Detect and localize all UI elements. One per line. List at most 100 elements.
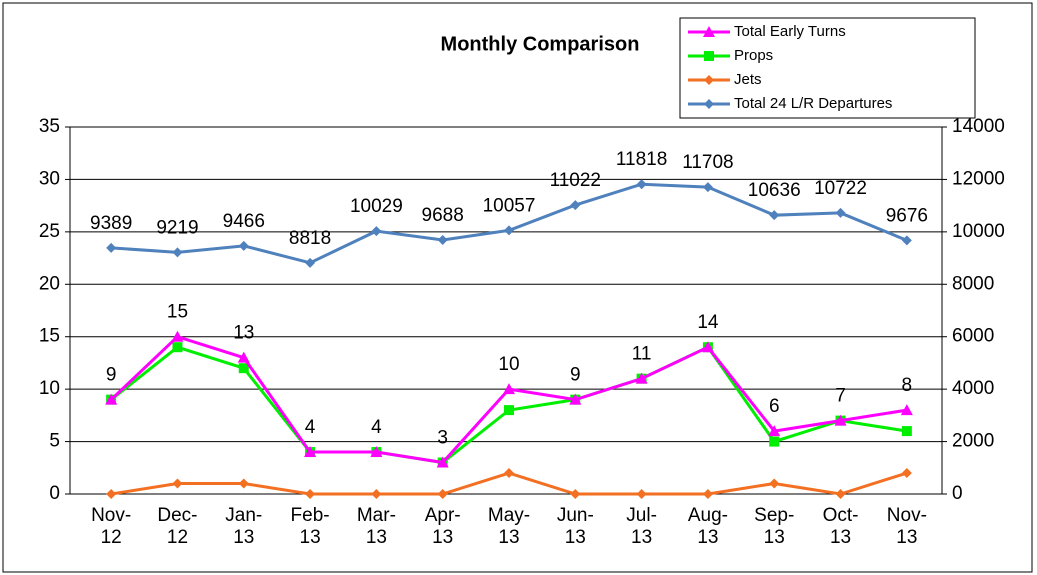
point	[238, 478, 249, 489]
y2-tick-label: 0	[952, 483, 963, 504]
point	[702, 182, 713, 193]
data-label: 4	[305, 417, 316, 438]
point	[106, 489, 117, 499]
point	[704, 51, 714, 61]
y-tick-label: 30	[39, 168, 60, 189]
point	[570, 200, 581, 211]
point	[834, 414, 847, 426]
x-tick-label: Nov-12	[91, 505, 131, 548]
data-label: 13	[233, 323, 254, 344]
point	[106, 242, 117, 253]
x-tick-label: Mar-13	[357, 505, 396, 548]
data-label: 9	[570, 365, 581, 386]
point	[636, 179, 647, 190]
point	[569, 393, 582, 405]
data-label: 9688	[422, 205, 464, 226]
point	[238, 240, 249, 251]
point	[835, 489, 846, 499]
point	[503, 383, 515, 395]
point	[304, 446, 317, 458]
point	[172, 342, 183, 353]
data-label: 15	[167, 302, 188, 323]
data-label: 14	[697, 312, 719, 333]
point	[437, 235, 448, 246]
data-label: 7	[835, 386, 846, 407]
y-tick-label: 5	[49, 431, 60, 452]
y2-tick-label: 2000	[952, 431, 994, 452]
data-label: 9676	[886, 205, 928, 226]
point	[636, 489, 647, 499]
point	[635, 372, 648, 384]
point	[237, 351, 250, 363]
y2-tick-label: 12000	[952, 168, 1005, 189]
point	[370, 446, 383, 458]
x-tick-label: Sep-13	[754, 505, 794, 548]
point	[171, 330, 184, 342]
point	[371, 489, 382, 499]
point	[901, 235, 912, 246]
point	[238, 363, 249, 374]
x-tick-label: Jul-13	[626, 505, 657, 548]
point	[835, 207, 846, 218]
y-tick-label: 10	[39, 378, 60, 399]
point	[769, 478, 780, 489]
x-tick-label: Aug-13	[688, 505, 728, 548]
legend-label: Total 24 L/R Departures	[734, 95, 892, 112]
point	[768, 425, 781, 437]
data-label: 10029	[350, 196, 403, 217]
point	[703, 26, 715, 37]
point	[436, 456, 449, 468]
point	[702, 489, 713, 499]
point	[570, 489, 581, 499]
legend-label: Total Early Turns	[734, 23, 846, 40]
point	[704, 99, 714, 109]
data-label: 9389	[90, 213, 132, 234]
data-label: 8	[902, 375, 913, 396]
y2-tick-label: 4000	[952, 378, 994, 399]
y-tick-label: 35	[39, 116, 60, 137]
point	[504, 468, 514, 479]
y2-tick-label: 8000	[952, 273, 994, 294]
point	[172, 478, 183, 489]
point	[371, 226, 382, 237]
y-tick-label: 20	[39, 273, 60, 294]
point	[172, 247, 183, 258]
point	[504, 225, 514, 236]
point	[901, 468, 912, 479]
y2-tick-label: 10000	[952, 221, 1005, 242]
y2-tick-label: 6000	[952, 326, 994, 347]
x-tick-label: Apr-13	[425, 505, 461, 548]
y-tick-label: 0	[49, 483, 60, 504]
point	[901, 426, 912, 437]
legend	[679, 17, 976, 119]
x-tick-label: May-13	[488, 505, 530, 548]
legend-label: Jets	[734, 71, 762, 88]
data-label: 11022	[550, 170, 601, 191]
data-label: 9	[106, 365, 117, 386]
point	[437, 489, 448, 499]
point	[305, 489, 316, 499]
x-tick-label: Nov-13	[887, 505, 927, 548]
legend-label: Props	[734, 47, 773, 64]
point	[704, 75, 714, 85]
data-label: 3	[437, 428, 448, 449]
data-label: 10636	[748, 180, 801, 201]
data-label: 10722	[814, 178, 867, 199]
x-tick-label: Oct-13	[823, 505, 859, 548]
y2-tick-label: 14000	[952, 116, 1005, 137]
data-label: 6	[769, 396, 780, 417]
data-label: 10057	[483, 195, 536, 216]
data-label: 8818	[289, 228, 331, 249]
point	[305, 257, 316, 268]
point	[900, 404, 913, 416]
chart-title: Monthly Comparison	[441, 33, 640, 55]
x-tick-label: Jun-13	[557, 505, 594, 548]
data-label: 11	[632, 344, 652, 365]
point	[769, 210, 780, 221]
point	[105, 393, 118, 405]
data-label: 10	[498, 354, 519, 375]
data-label: 11708	[682, 152, 733, 173]
y-tick-label: 15	[39, 326, 60, 347]
data-label: 4	[371, 417, 382, 438]
